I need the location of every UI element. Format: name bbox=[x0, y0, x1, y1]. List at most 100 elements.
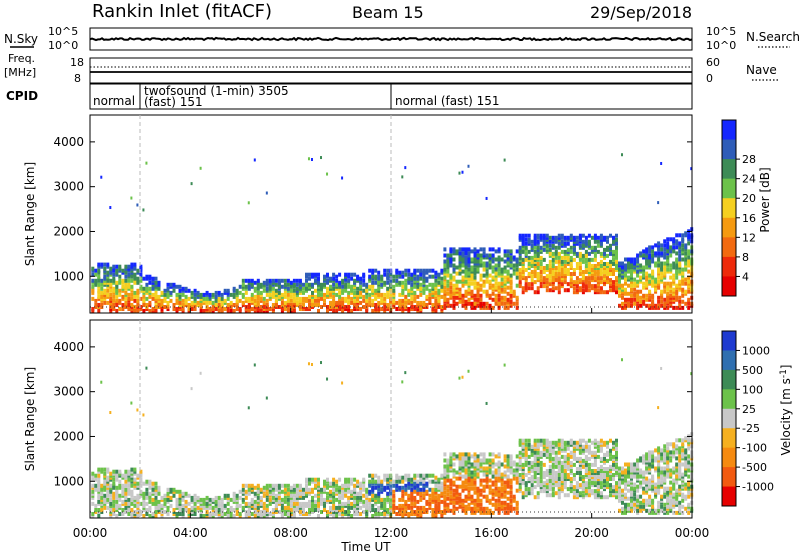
power-cell bbox=[681, 293, 685, 298]
power-cell bbox=[660, 161, 663, 165]
power-cell bbox=[437, 288, 441, 293]
velocity-cell bbox=[380, 483, 384, 488]
power-cell bbox=[250, 278, 254, 283]
velocity-cell bbox=[599, 469, 603, 473]
velocity-cell bbox=[100, 491, 104, 496]
power-cell bbox=[425, 276, 429, 281]
power-cell bbox=[467, 287, 471, 292]
velocity-cell bbox=[308, 487, 311, 492]
velocity-cell bbox=[395, 505, 399, 510]
power-cell bbox=[551, 274, 555, 279]
velocity-cell bbox=[256, 505, 260, 510]
velocity-cell bbox=[268, 497, 272, 502]
velocity-cell bbox=[599, 440, 603, 445]
velocity-cell bbox=[392, 495, 396, 500]
power-cell bbox=[323, 282, 326, 287]
power-cell bbox=[443, 259, 447, 264]
velocity-cell bbox=[515, 472, 519, 477]
power-cell bbox=[603, 290, 606, 295]
velocity-cell bbox=[320, 497, 323, 502]
power-cell bbox=[398, 270, 402, 275]
power-cell bbox=[428, 296, 432, 301]
velocity-cell bbox=[326, 491, 329, 496]
power-cell bbox=[187, 288, 191, 293]
power-cell bbox=[581, 270, 585, 274]
power-cell bbox=[383, 292, 387, 297]
velocity-cell bbox=[347, 477, 351, 482]
power-cell bbox=[115, 290, 119, 295]
power-cell bbox=[512, 301, 516, 306]
velocity-cell bbox=[615, 481, 618, 486]
power-cell bbox=[332, 286, 336, 291]
velocity-cell bbox=[295, 508, 299, 512]
velocity-cell bbox=[341, 501, 345, 506]
velocity-cell bbox=[633, 496, 637, 501]
velocity-cell bbox=[476, 508, 480, 513]
velocity-cell bbox=[359, 495, 363, 500]
power-cell bbox=[572, 235, 576, 240]
velocity-cell bbox=[491, 488, 495, 493]
velocity-cell bbox=[265, 483, 269, 488]
velocity-cell bbox=[590, 469, 594, 473]
power-cell bbox=[452, 291, 456, 296]
velocity-cell bbox=[377, 508, 381, 512]
velocity-cell bbox=[124, 479, 128, 484]
power-cell bbox=[377, 270, 381, 275]
velocity-cell bbox=[624, 468, 627, 473]
power-cell bbox=[675, 275, 679, 280]
power-cell bbox=[515, 257, 519, 262]
power-cell bbox=[669, 245, 673, 250]
power-cell bbox=[657, 257, 661, 262]
power-cell bbox=[672, 287, 676, 292]
power-cell bbox=[500, 287, 504, 292]
power-cell bbox=[166, 292, 170, 297]
power-cell bbox=[416, 294, 420, 299]
velocity-cell bbox=[488, 498, 492, 503]
power-cell bbox=[452, 287, 456, 292]
velocity-cell bbox=[283, 495, 287, 500]
power-cell bbox=[669, 275, 673, 280]
power-cell bbox=[428, 274, 432, 279]
power-cell bbox=[464, 279, 468, 284]
power-cell bbox=[485, 271, 489, 276]
power-cell bbox=[344, 282, 348, 287]
power-cell bbox=[362, 278, 366, 283]
power-cell bbox=[548, 264, 552, 268]
velocity-cell bbox=[593, 462, 597, 467]
velocity-cell bbox=[621, 496, 624, 501]
power-cell bbox=[211, 300, 215, 305]
velocity-cell bbox=[458, 452, 462, 457]
power-cell bbox=[196, 300, 200, 305]
velocity-cell bbox=[127, 512, 131, 516]
velocity-cell bbox=[428, 497, 432, 502]
velocity-cell bbox=[428, 479, 432, 484]
power-cell bbox=[515, 301, 519, 306]
velocity-cell bbox=[368, 483, 372, 488]
power-cell bbox=[359, 276, 363, 281]
power-cell bbox=[223, 298, 227, 303]
power-cell bbox=[663, 281, 667, 286]
power-cell bbox=[503, 253, 507, 258]
velocity-cell bbox=[548, 469, 552, 473]
velocity-cell bbox=[103, 471, 107, 476]
power-cell bbox=[485, 289, 489, 294]
velocity-cell bbox=[482, 494, 486, 499]
velocity-cell bbox=[271, 495, 275, 500]
velocity-cell bbox=[377, 505, 381, 510]
power-cell bbox=[229, 300, 233, 305]
velocity-cell bbox=[398, 508, 402, 512]
power-cell bbox=[347, 278, 351, 283]
power-cell bbox=[521, 235, 525, 240]
power-cell bbox=[524, 233, 528, 238]
power-cell bbox=[606, 290, 609, 295]
velocity-cell bbox=[618, 466, 621, 471]
power-cell bbox=[335, 274, 339, 279]
power-cell bbox=[323, 292, 326, 297]
power-cell bbox=[669, 237, 673, 242]
colorbar-swatch bbox=[722, 159, 736, 180]
power-cell bbox=[657, 263, 661, 268]
power-cell bbox=[548, 247, 552, 252]
power-cell bbox=[479, 273, 483, 278]
velocity-cell bbox=[130, 469, 134, 474]
velocity-cell bbox=[467, 502, 471, 507]
